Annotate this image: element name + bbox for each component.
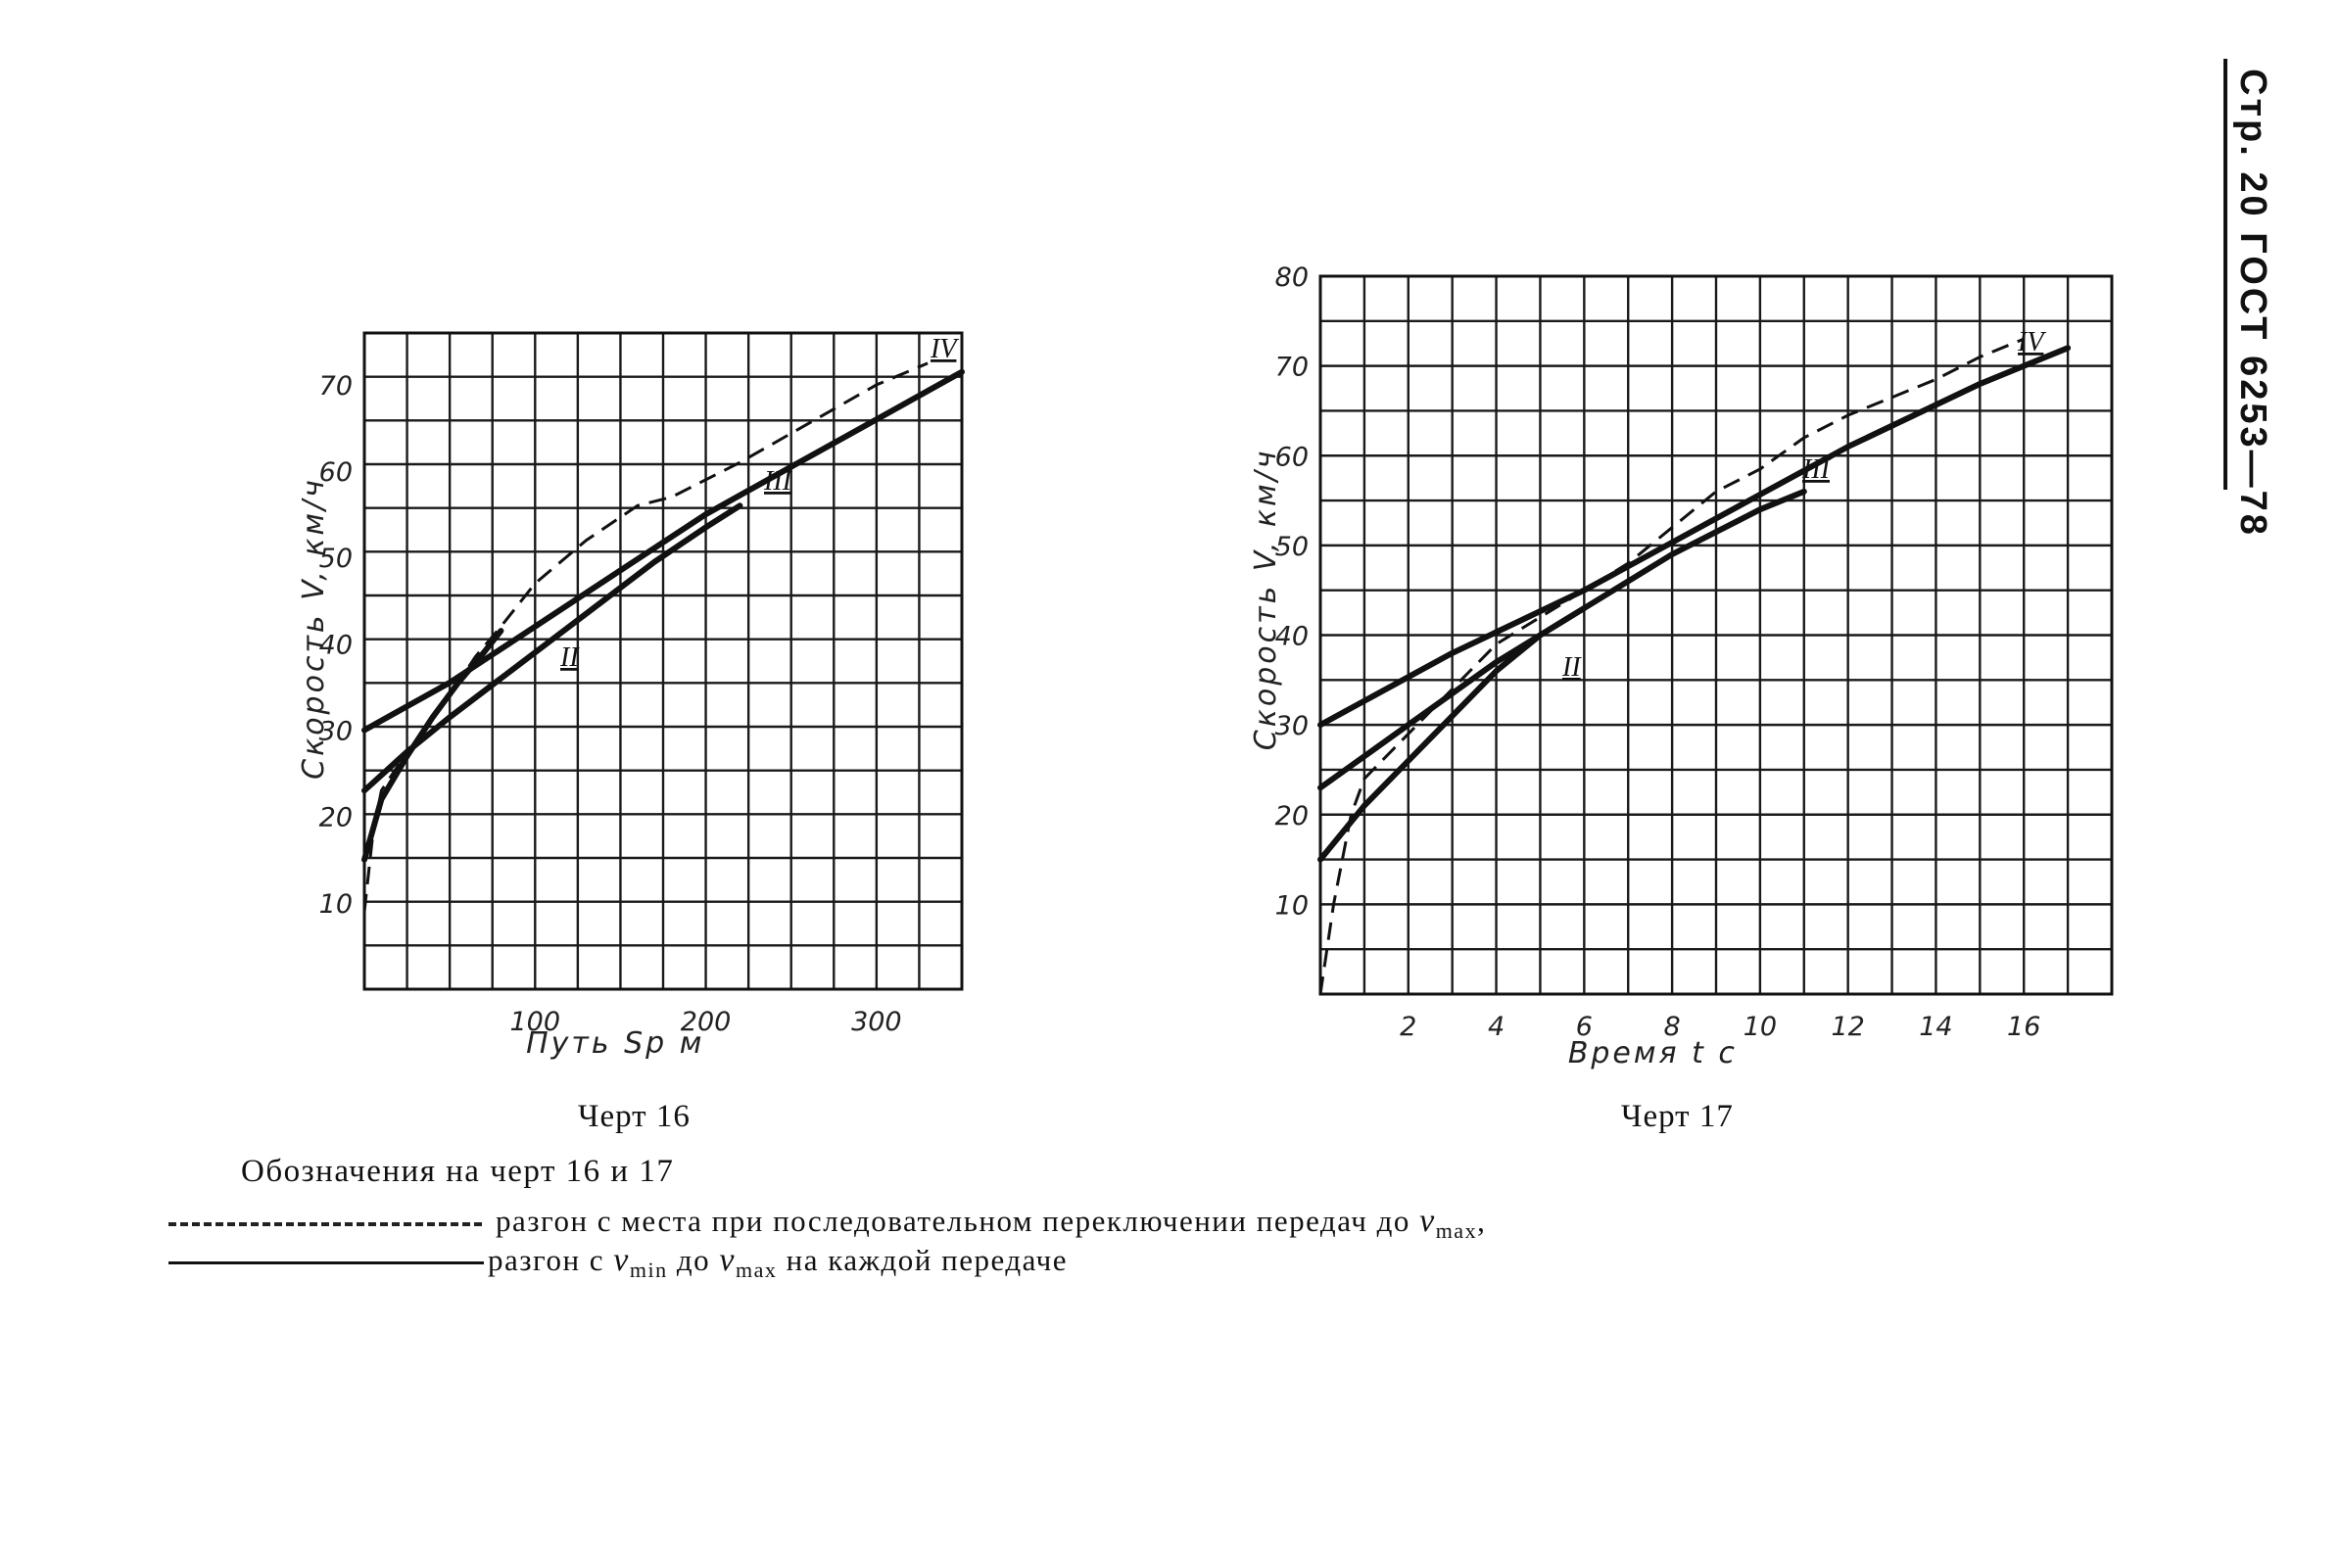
legend-dashed: разгон с места при последовательном пере… [168, 1203, 1486, 1244]
y-tick-label: 50 [319, 544, 353, 574]
y-tick-label: 10 [319, 889, 353, 920]
y-axis-title: Скорость V, км/ч [297, 477, 331, 780]
legend-solid-min: min [629, 1258, 668, 1283]
grid [1320, 276, 2112, 994]
legend-solid: разгон с vmin до vmax на каждой передаче [168, 1242, 1068, 1283]
x-tick-label: 6 [1576, 1012, 1593, 1042]
header-rule [2223, 59, 2227, 490]
x-tick-label: 14 [1919, 1012, 1952, 1042]
x-tick-label: 8 [1664, 1012, 1681, 1042]
grid [364, 333, 962, 989]
y-tick-label: 40 [1275, 622, 1309, 652]
series-iv-line [361, 368, 965, 734]
x-tick-label: 12 [1831, 1012, 1864, 1042]
chart-16-caption: Черт 16 [578, 1099, 691, 1134]
series-iii-line [1317, 488, 1807, 791]
y-tick-label: 40 [319, 630, 353, 660]
x-axis-title: Путь Sp м [526, 1026, 704, 1061]
y-tick-label: 20 [319, 803, 353, 833]
legend-v-symbol-min: v [613, 1242, 630, 1278]
x-tick-label: 100 [510, 1007, 561, 1037]
x-tick-label: 4 [1488, 1012, 1505, 1042]
series-label-ii: II [1561, 652, 1582, 683]
y-tick-label: 80 [1275, 262, 1309, 293]
solid-line-sample [168, 1261, 484, 1265]
y-tick-label: 70 [1275, 353, 1309, 383]
x-tick-label: 300 [851, 1007, 902, 1037]
legend-dashed-max: max [1435, 1218, 1478, 1244]
legend-v-symbol: v [1419, 1203, 1436, 1239]
x-tick-label: 10 [1744, 1012, 1777, 1042]
x-tick-label: 2 [1400, 1012, 1416, 1042]
y-tick-label: 70 [319, 371, 353, 402]
y-tick-label: 60 [1275, 442, 1309, 472]
legend-solid-text-1: разгон с [488, 1243, 605, 1277]
legend-solid-max: max [736, 1258, 778, 1283]
chart-17: 10 20 30 40 50 60 70 80 2 4 6 8 10 12 14 16 Время t с Ско… [1249, 262, 2114, 1070]
y-tick-label: 30 [319, 717, 353, 747]
legend-title: Обозначения на черт 16 и 17 [241, 1154, 675, 1189]
plot-frame [362, 331, 964, 991]
dashed-line-sample [168, 1221, 482, 1226]
series-label-ii: II [559, 642, 580, 673]
page-header: Стр. 20 ГОСТ 6253—78 [2232, 69, 2273, 538]
legend-dashed-text: разгон с места при последовательном пере… [496, 1204, 1410, 1238]
y-axis-title: Скорость V, км/ч [1249, 448, 1283, 750]
series-iii-line [361, 502, 743, 794]
chart-16: 10 20 30 40 50 60 70 100 200 300 Путь Sp м Скорость… [297, 331, 965, 1061]
y-tick-label: 50 [1275, 532, 1309, 562]
y-tick-label: 10 [1275, 890, 1309, 921]
series-dashed-line [362, 361, 929, 912]
y-tick-label: 20 [1275, 801, 1309, 832]
x-axis-title: Время t с [1568, 1036, 1738, 1070]
series-label-iv: IV [930, 334, 959, 364]
series-label-iii: III [763, 466, 793, 497]
legend-solid-text-2: до [676, 1243, 711, 1277]
legend-solid-text-3: на каждой передаче [786, 1243, 1068, 1277]
series-iv-line [1317, 345, 2072, 729]
x-tick-label: 200 [681, 1007, 732, 1037]
y-tick-label: 30 [1275, 711, 1309, 741]
legend-v-symbol-max: v [719, 1242, 736, 1278]
series-label-iv: IV [2017, 327, 2046, 357]
series-ii-line [361, 628, 504, 863]
series-label-iii: III [1801, 454, 1832, 485]
chart-17-caption: Черт 17 [1621, 1099, 1734, 1134]
x-tick-label: 16 [2007, 1012, 2040, 1042]
y-tick-label: 60 [319, 457, 353, 488]
plot-frame [1318, 274, 2114, 996]
series-dashed-line [1318, 337, 2025, 995]
